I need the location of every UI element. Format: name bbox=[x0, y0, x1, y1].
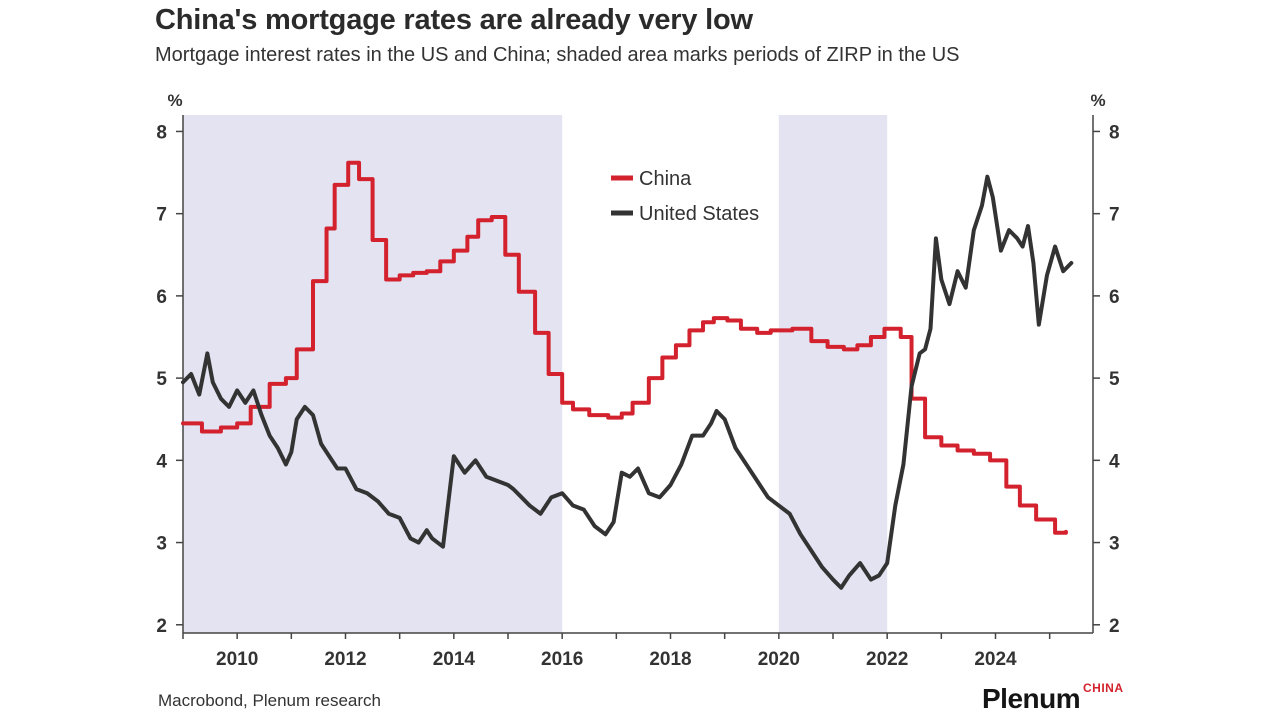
x-tick-label: 2020 bbox=[758, 649, 800, 670]
y-tick-label-right: 6 bbox=[1109, 287, 1120, 308]
legend-label-china: China bbox=[639, 168, 692, 190]
brand-logo: Plenum bbox=[982, 683, 1081, 714]
x-tick-label: 2010 bbox=[216, 649, 258, 670]
y-tick-label-right: 4 bbox=[1109, 451, 1120, 472]
x-tick-label: 2014 bbox=[433, 649, 476, 670]
x-tick-label: 2016 bbox=[541, 649, 583, 670]
x-tick-label: 2024 bbox=[974, 649, 1017, 670]
series-line-united-states bbox=[181, 174, 1074, 590]
y-tick-label-left: 3 bbox=[156, 534, 167, 555]
x-tick-label: 2018 bbox=[649, 649, 691, 670]
y-tick-label-left: 5 bbox=[156, 369, 167, 390]
y-tick-label-right: 2 bbox=[1109, 616, 1120, 637]
y-tick-label-left: 8 bbox=[156, 122, 167, 143]
x-tick-label: 2012 bbox=[324, 649, 366, 670]
y-tick-label-right: 7 bbox=[1109, 205, 1120, 226]
chart-title: China's mortgage rates are already very … bbox=[155, 4, 753, 36]
shaded-period-2 bbox=[778, 115, 888, 633]
y-tick-label-right: 3 bbox=[1109, 534, 1120, 555]
y-tick-label-left: 6 bbox=[156, 287, 167, 308]
chart-subtitle: Mortgage interest rates in the US and Ch… bbox=[155, 44, 960, 66]
y-unit-right: % bbox=[1090, 91, 1105, 110]
y-tick-label-right: 5 bbox=[1109, 369, 1120, 390]
y-tick-label-left: 2 bbox=[156, 616, 167, 637]
source-note: Macrobond, Plenum research bbox=[158, 691, 382, 710]
y-tick-label-left: 4 bbox=[156, 451, 167, 472]
y-tick-label-left: 7 bbox=[156, 205, 167, 226]
y-unit-left: % bbox=[167, 91, 182, 110]
y-tick-label-right: 8 bbox=[1109, 122, 1120, 143]
x-tick-label: 2022 bbox=[866, 649, 908, 670]
brand-logo-sub: CHINA bbox=[1083, 681, 1124, 695]
legend-label-united-states: United States bbox=[639, 203, 759, 225]
